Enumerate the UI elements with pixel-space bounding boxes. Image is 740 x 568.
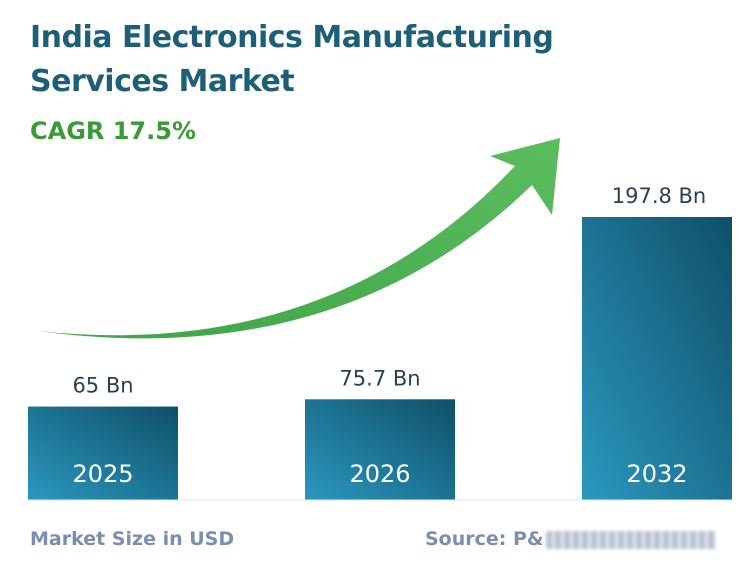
growth-arrow-icon: [38, 138, 560, 339]
chart-title: India Electronics Manufacturing Services…: [30, 20, 554, 99]
cagr-label: CAGR 17.5%: [30, 117, 196, 145]
value-label-2026: 75.7 Bn: [339, 366, 420, 390]
y-axis-label: Market Size in USD: [30, 528, 235, 550]
value-label-2025: 65 Bn: [72, 374, 133, 398]
bar-2032: [582, 217, 732, 500]
source-label: Source: P&: [425, 528, 716, 550]
category-label-2025: 2025: [72, 460, 133, 488]
category-label-2026: 2026: [349, 460, 410, 488]
source-blurred: [545, 530, 716, 549]
bar-2025: [28, 406, 178, 500]
category-label-2032: 2032: [626, 460, 687, 488]
bar-2026: [305, 399, 455, 500]
source-text: Source: P&: [425, 528, 544, 550]
value-label-2032: 197.8 Bn: [612, 184, 707, 208]
